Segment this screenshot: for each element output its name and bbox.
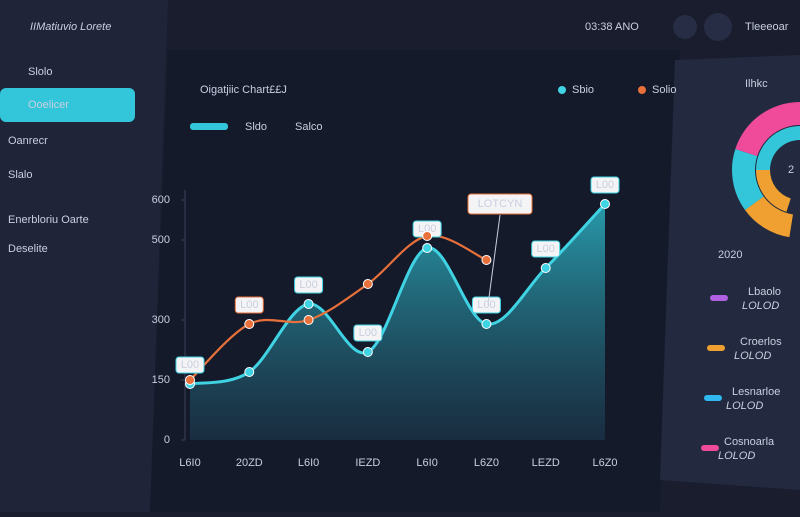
- time: 03:38 ANO: [585, 21, 639, 33]
- y-tick-label: 150: [152, 374, 170, 386]
- legend-pill: [704, 395, 722, 401]
- nav-item[interactable]: Slolo: [28, 66, 52, 78]
- area: [190, 204, 605, 440]
- panel-item-value: LOLOD: [734, 350, 771, 362]
- data-point: [600, 199, 610, 209]
- data-point: [303, 299, 314, 309]
- x-tick-label: L6Z0: [474, 457, 499, 469]
- nav-item[interactable]: Ooelicer: [28, 99, 69, 111]
- data-point: [303, 315, 314, 325]
- tab-pill[interactable]: [190, 123, 228, 130]
- chart-title: Oigatjiic Chart££J: [200, 84, 287, 96]
- point-label-box: [234, 296, 264, 314]
- x-tick-label: 20ZD: [236, 457, 263, 469]
- point-label-box: [294, 276, 324, 294]
- panel-item-name: Croerlos: [740, 336, 782, 348]
- annotation: LOTCYN: [478, 198, 523, 210]
- donut-segment: [735, 102, 800, 157]
- data-point: [481, 255, 492, 265]
- point-label: L00: [537, 243, 555, 255]
- profile-icon[interactable]: [704, 13, 732, 41]
- tab[interactable]: Sldo: [245, 121, 267, 133]
- panel-item-name: Lbaolo: [748, 286, 781, 298]
- point-label-box: [471, 296, 501, 314]
- x-tick-label: L6I0: [179, 457, 200, 469]
- y-tick-label: 0: [164, 434, 170, 446]
- donut-segment: [744, 196, 793, 238]
- panel-title: Ilhkc: [745, 78, 768, 90]
- panel-year: 2020: [718, 249, 742, 261]
- data-point: [481, 319, 492, 329]
- point-label: L00: [299, 279, 317, 291]
- annotation-line: [487, 214, 501, 306]
- panel-item-value: LOLOD: [742, 300, 779, 312]
- legend-pill: [710, 295, 728, 301]
- panel-item-value: LOLOD: [726, 400, 763, 412]
- x-tick-label: L6Z0: [592, 457, 617, 469]
- legend-label: Sbio: [572, 84, 594, 96]
- nav-item[interactable]: Deselite: [8, 243, 48, 255]
- data-point: [540, 263, 551, 273]
- panel-item-name: Cosnoarla: [724, 436, 775, 448]
- data-point: [362, 279, 373, 289]
- legend-pill: [701, 445, 719, 451]
- point-label: L00: [596, 179, 614, 191]
- point-label: L00: [240, 299, 258, 311]
- legend-dot: [558, 86, 566, 94]
- nav-item[interactable]: Oanrecr: [8, 135, 48, 147]
- legend-pill: [707, 345, 725, 351]
- point-label: L00: [359, 327, 377, 339]
- point-label: L00: [418, 223, 436, 235]
- panel-item-value: LOLOD: [718, 450, 755, 462]
- donut-center: 2: [788, 164, 794, 176]
- x-tick-label: IEZD: [355, 457, 380, 469]
- data-point: [422, 231, 433, 241]
- x-tick-label: LEZD: [532, 457, 560, 469]
- y-tick-label: 300: [152, 314, 170, 326]
- sidebar: [0, 0, 168, 512]
- x-tick-label: L6I0: [298, 457, 319, 469]
- x-tick-label: L6I0: [416, 457, 437, 469]
- data-point: [362, 347, 373, 357]
- donut-segment: [732, 148, 764, 210]
- data-point: [185, 375, 195, 385]
- point-label-box: [590, 176, 620, 194]
- donut-segment: [756, 170, 791, 212]
- user-name[interactable]: Tleeeoar: [745, 21, 789, 33]
- donut-segment: [756, 126, 800, 170]
- point-label-box: [175, 356, 205, 374]
- y-tick-label: 500: [152, 234, 170, 246]
- point-label-box: [353, 324, 383, 342]
- annotation-box: [467, 193, 533, 215]
- nav-item[interactable]: Enerbloriu Oarte: [8, 214, 89, 226]
- y-tick-label: 600: [152, 194, 170, 206]
- legend-dot: [638, 86, 646, 94]
- logo: IIMatiuvio Lorete: [30, 21, 111, 33]
- active-nav[interactable]: [0, 88, 135, 122]
- nav-item[interactable]: Slalo: [8, 169, 32, 181]
- point-label-box: [531, 240, 561, 258]
- data-point: [244, 319, 255, 329]
- notification-icon[interactable]: [673, 15, 697, 39]
- point-label: L00: [181, 359, 199, 371]
- series-line: [189, 202, 607, 386]
- point-label: L00: [477, 299, 495, 311]
- data-point: [244, 367, 255, 377]
- data-point: [422, 243, 433, 253]
- tab[interactable]: Salco: [295, 121, 323, 133]
- panel-item-name: Lesnarloe: [732, 386, 780, 398]
- legend-label: Solio: [652, 84, 676, 96]
